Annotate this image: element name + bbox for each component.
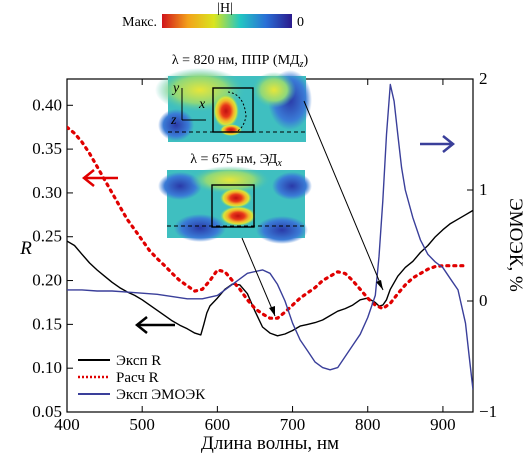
y-left-axis-title: R (19, 238, 32, 259)
y-left-tick-label: 0.30 (32, 183, 62, 202)
legend-label-exp-emoek: Эксп ЭМОЭК (116, 387, 206, 403)
inset-820-title: λ = 820 нм, ППР (МДz) (172, 53, 309, 70)
colorbar-title: |H| (217, 1, 233, 16)
y-left-tick-label: 0.25 (32, 227, 62, 246)
y-left-tick-label: 0.10 (32, 358, 62, 377)
y-right-tick-label: 2 (479, 69, 488, 88)
series-line-0 (67, 209, 473, 337)
colorbar: Макс. |H| 0 (122, 1, 304, 30)
y-left-tick-label: 0.05 (32, 402, 62, 421)
red-arrow-icon (81, 169, 118, 187)
y-left-tick-label: 0.40 (32, 95, 62, 114)
y-right-tick-label: −1 (479, 402, 497, 421)
inset-axis-x: x (198, 97, 206, 112)
blue-arrow-icon (420, 135, 456, 153)
legend-label-calc-r: Расч R (116, 370, 159, 386)
inset-axis-z: z (170, 113, 177, 128)
colorbar-min-label: 0 (297, 15, 304, 30)
inset-675-title: λ = 675 нм, ЭДx (190, 152, 282, 169)
y-left-tick-label: 0.20 (32, 271, 62, 290)
colorbar-gradient (162, 14, 292, 28)
x-tick-label: 700 (280, 415, 306, 434)
pointer-line-675 (241, 237, 276, 317)
y-left-tick-label: 0.35 (32, 139, 62, 158)
x-tick-label: 600 (205, 415, 231, 434)
x-tick-label: 800 (355, 415, 381, 434)
pointer-line-820 (303, 100, 384, 291)
legend-label-exp-r: Эксп R (116, 353, 161, 369)
inset-field-675: λ = 675 нм, ЭДx (158, 152, 312, 244)
series-line-1 (67, 125, 468, 320)
y-right-axis-title: ЭМОЭК, % (505, 198, 524, 292)
x-tick-label: 500 (129, 415, 155, 434)
y-right-tick-label: 0 (479, 291, 488, 310)
ticks-layer: 400 500 600 700 800 900 0.05 0.10 0.15 0.20 0.25 0.… (32, 69, 497, 434)
black-arrow-icon (134, 316, 175, 334)
y-left-tick-label: 0.15 (32, 314, 62, 333)
series-layer (67, 83, 473, 390)
y-right-tick-label: 1 (479, 180, 488, 199)
x-tick-label: 900 (430, 415, 456, 434)
x-tick-label: 400 (54, 415, 80, 434)
inset-axis-y: y (171, 81, 180, 96)
x-axis-title: Длина волны, нм (201, 433, 339, 454)
series-line-2 (67, 83, 473, 390)
colorbar-max-label: Макс. (122, 15, 157, 30)
inset-field-820: λ = 820 нм, ППР (МДz) y x z (155, 53, 312, 142)
legend: Эксп R Расч R Эксп ЭМОЭК (78, 353, 206, 403)
